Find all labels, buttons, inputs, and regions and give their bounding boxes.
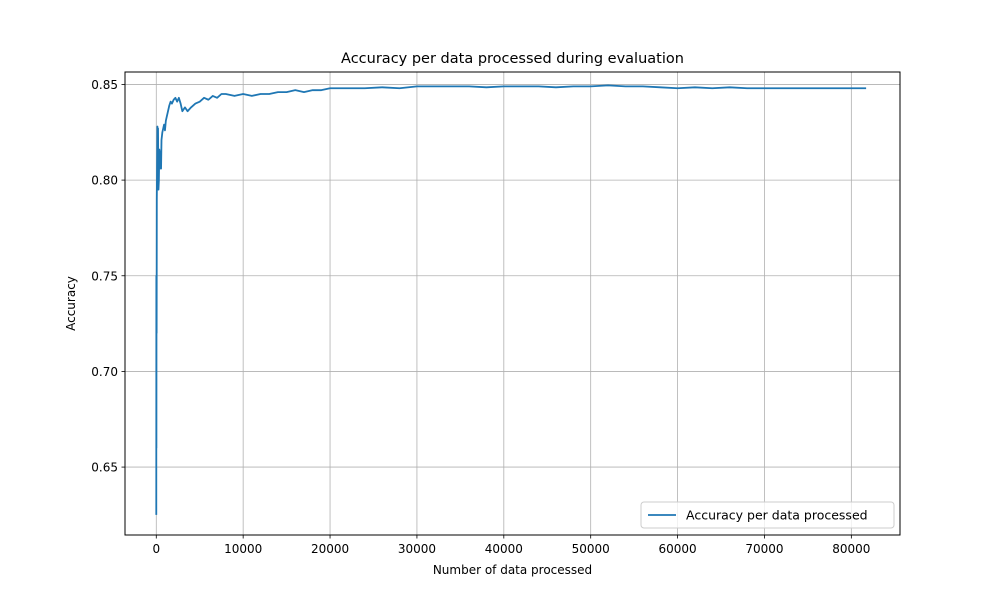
chart-title: Accuracy per data processed during evalu… xyxy=(341,51,684,67)
x-tick-label: 30000 xyxy=(398,542,436,556)
legend-box xyxy=(640,501,895,529)
axis-ticks: 0 10000 20000 30000 40000 50000 60000 70000 8000… xyxy=(91,78,870,556)
x-tick-label: 50000 xyxy=(572,542,610,556)
legend-label: Accuracy per data processed xyxy=(686,508,868,523)
y-axis-title: Accuracy xyxy=(64,276,78,331)
series-line xyxy=(155,84,867,515)
x-tick-label: 0 xyxy=(152,542,160,556)
y-tick-label: 0.65 xyxy=(91,461,118,475)
x-axis-title: Number of data processed xyxy=(433,563,592,577)
y-tick-label: 0.85 xyxy=(91,78,118,92)
x-tick-label: 10000 xyxy=(224,542,262,556)
plot-frame xyxy=(124,71,901,536)
x-tick-label: 60000 xyxy=(658,542,696,556)
legend: Accuracy per data processed xyxy=(640,501,895,529)
x-tick-label: 70000 xyxy=(745,542,783,556)
y-tick-label: 0.70 xyxy=(91,365,118,379)
x-tick-label: 40000 xyxy=(485,542,523,556)
series-lines xyxy=(155,84,867,515)
y-tick-label: 0.75 xyxy=(91,269,118,283)
grid xyxy=(125,72,900,535)
x-tick-label: 20000 xyxy=(311,542,349,556)
y-tick-label: 0.80 xyxy=(91,174,118,188)
x-tick-label: 80000 xyxy=(832,542,870,556)
